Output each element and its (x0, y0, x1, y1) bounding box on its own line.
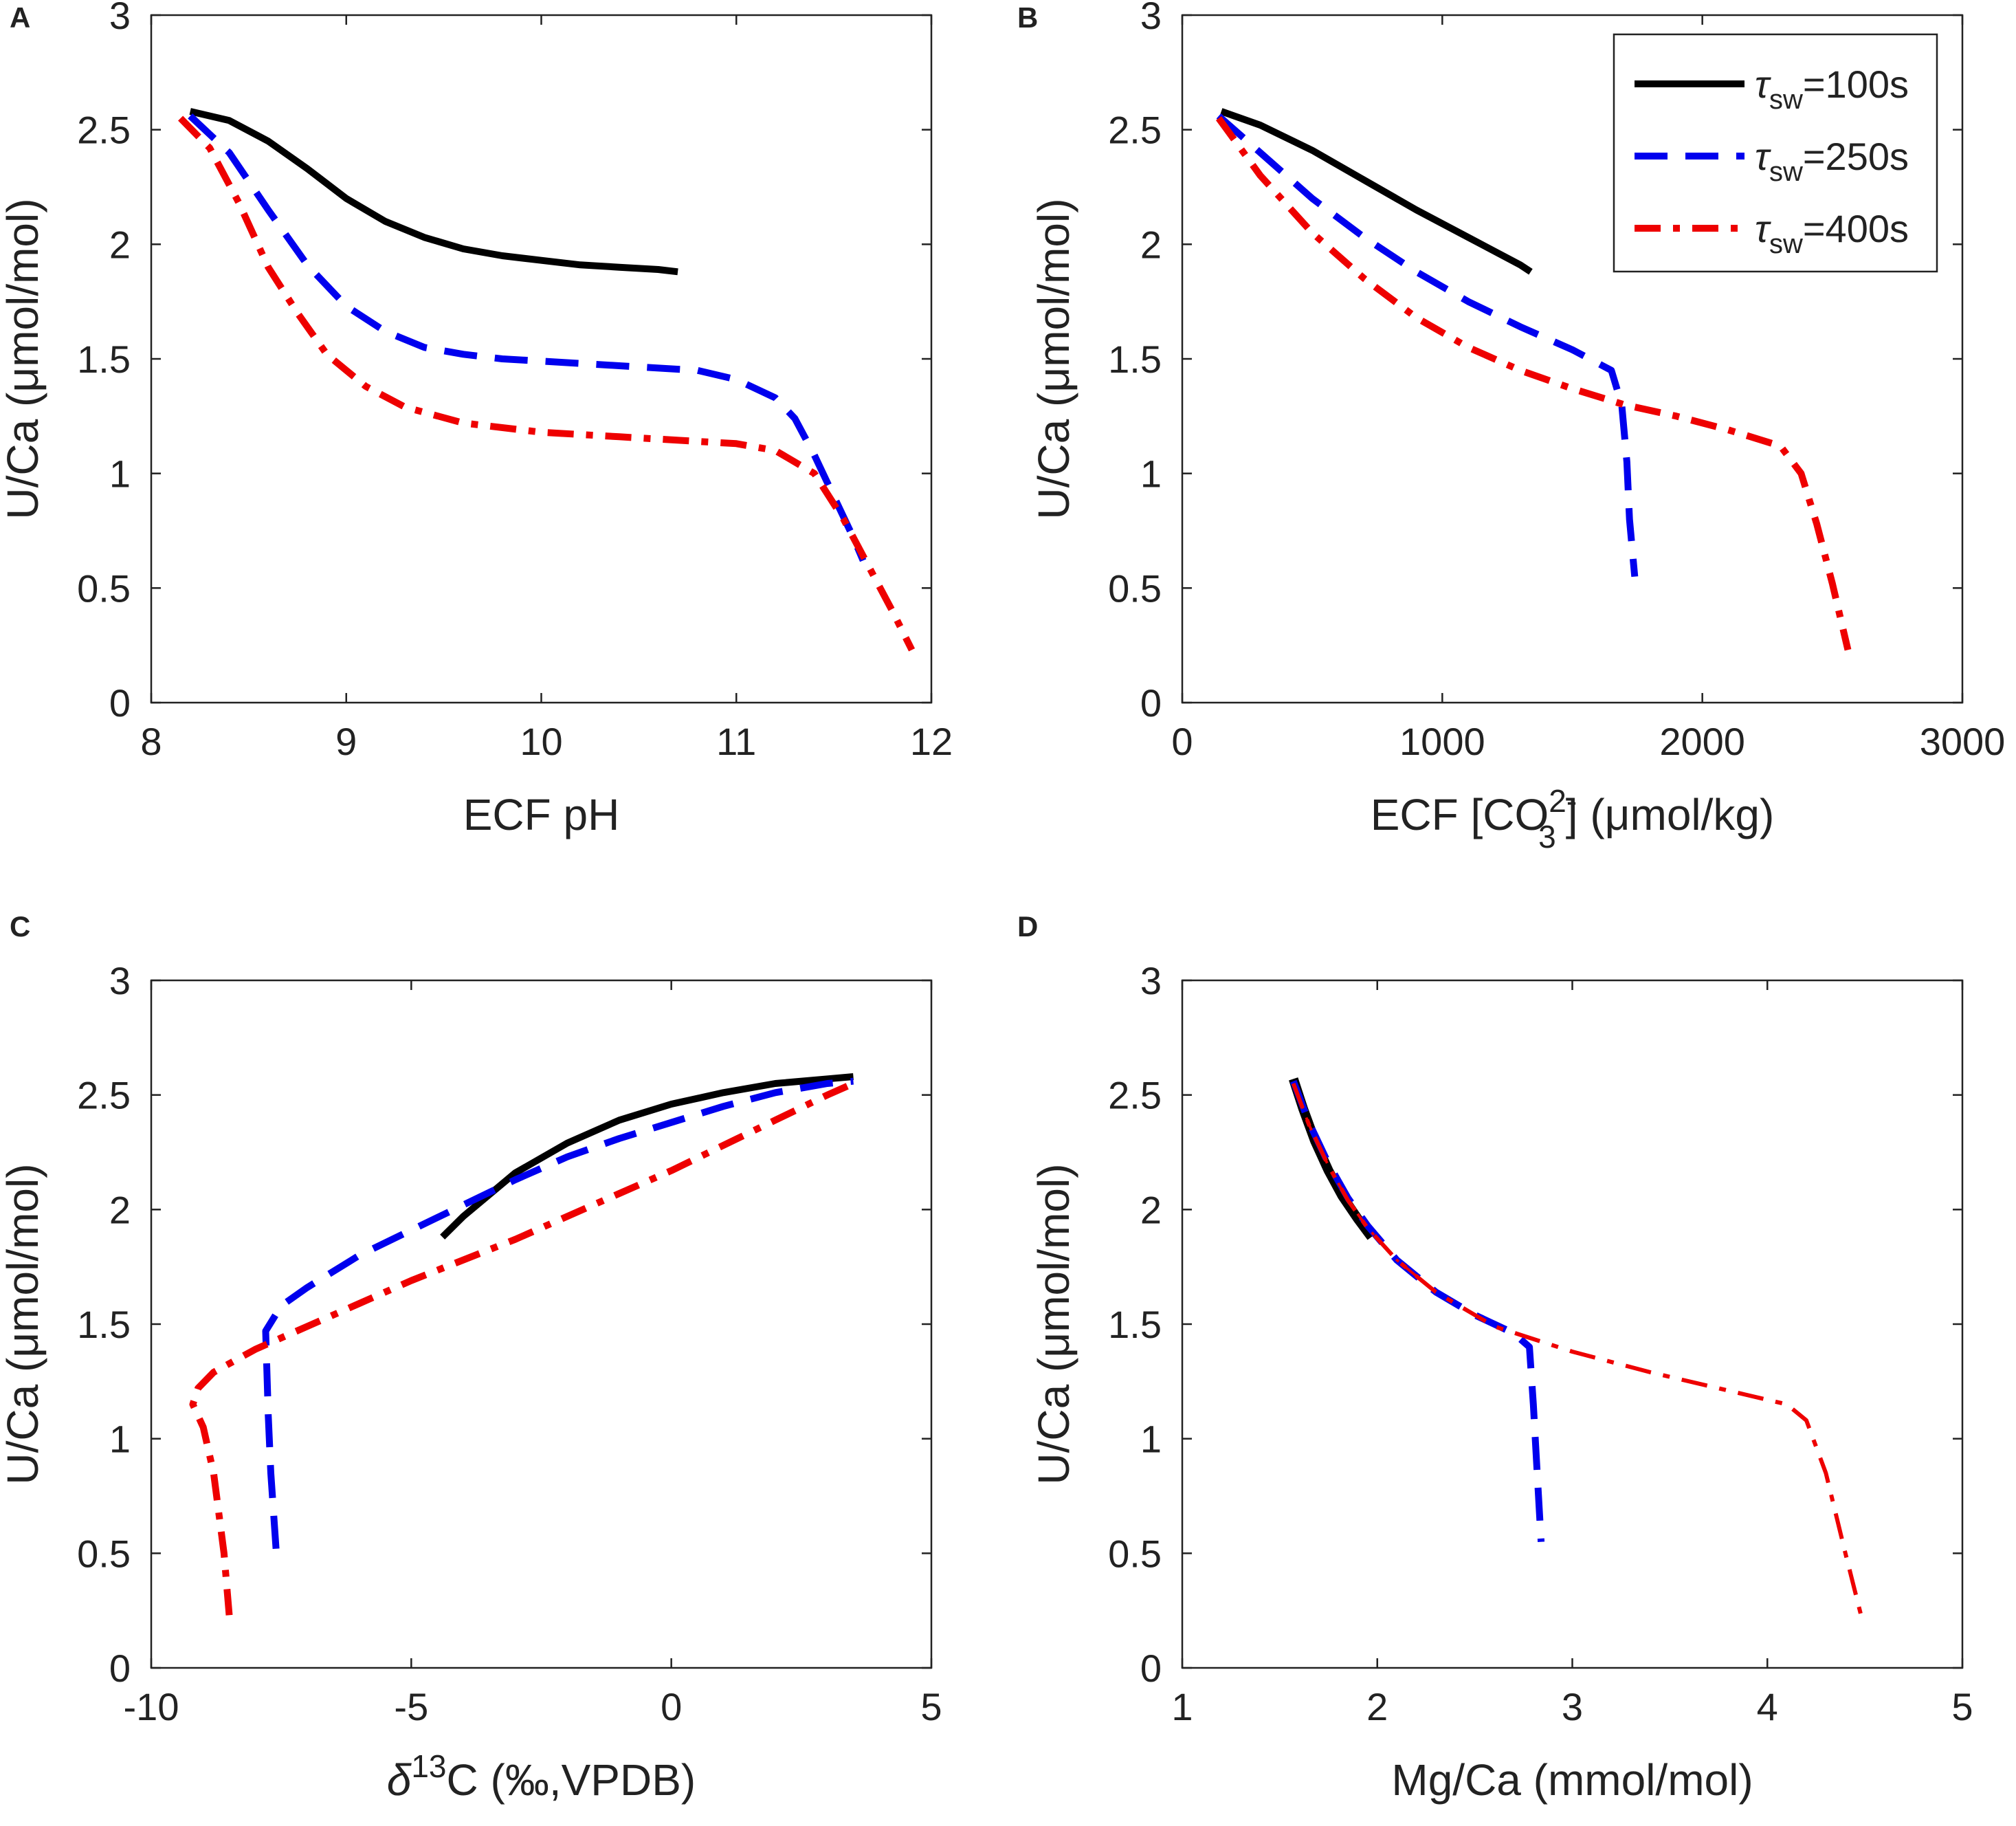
panel-label: D (1017, 910, 1038, 943)
y-tick-label: 2 (109, 223, 131, 266)
x-label-sub: 3 (1538, 819, 1556, 855)
series-line (1290, 1079, 1545, 1542)
series-line (188, 113, 867, 562)
legend-symbol: τ (1755, 207, 1771, 250)
y-tick-label: 3 (109, 0, 131, 37)
x-tick-label: 12 (910, 720, 953, 763)
y-tick-label: 2.5 (77, 109, 131, 152)
x-tick-label: 0 (1171, 720, 1193, 763)
legend-symbol: τ (1755, 135, 1771, 178)
y-tick-label: 3 (1140, 959, 1162, 1002)
x-axis-label: ECF pH (463, 790, 620, 839)
legend-label: τsw=400s (1755, 207, 1909, 259)
legend-box (1613, 33, 1938, 273)
y-tick-label: 0 (1140, 1647, 1162, 1690)
x-tick-label: 3 (1562, 1685, 1583, 1728)
y-tick-label: 0 (109, 681, 131, 725)
x-label-sup: 13 (411, 1748, 446, 1784)
x-tick-label: 9 (335, 720, 357, 763)
x-tick-label: 10 (520, 720, 562, 763)
legend-sub: sw (1769, 85, 1803, 115)
y-tick-label: 1.5 (77, 1303, 131, 1346)
x-tick-label: 8 (140, 720, 162, 763)
x-label-part: C (‰,VPDB) (447, 1755, 696, 1805)
y-tick-label: 0.5 (1108, 1532, 1162, 1575)
legend-sub: sw (1769, 157, 1803, 187)
x-tick-label: -10 (124, 1685, 179, 1728)
y-tick-label: 0.5 (77, 566, 131, 610)
x-tick-label: 2 (1366, 1685, 1388, 1728)
legend-suffix: =400s (1803, 207, 1909, 250)
x-tick-label: 5 (1951, 1685, 1973, 1728)
series-line (189, 1080, 855, 1616)
x-label-sup: 2- (1549, 783, 1577, 819)
x-label-delta: δ (387, 1755, 412, 1805)
y-tick-label: 1.5 (1108, 1303, 1162, 1346)
series-line (440, 1073, 854, 1240)
y-tick-label: 3 (109, 959, 131, 1002)
legend-label: τsw=250s (1755, 135, 1909, 187)
axes-box (150, 14, 933, 704)
x-label-part: ECF [CO (1371, 790, 1549, 839)
panel-label: C (10, 910, 30, 943)
y-axis-label: U/Ca (μmol/mol) (0, 1163, 47, 1484)
y-tick-label: 1 (109, 452, 131, 496)
series-line-overlay (1292, 1083, 1437, 1293)
x-tick-label: 2000 (1659, 720, 1745, 763)
series-line (189, 108, 678, 276)
y-axis-label: U/Ca (μmol/mol) (1029, 198, 1078, 519)
x-axis-label: ECF [CO2-3 ] (μmol/kg) (1371, 783, 1775, 855)
x-tick-label: 3000 (1920, 720, 2006, 763)
y-axis-label: U/Ca (μmol/mol) (0, 198, 47, 519)
legend-sub: sw (1769, 229, 1803, 259)
panel-label: B (1017, 1, 1038, 34)
series-line (178, 116, 916, 652)
series-line (1291, 1082, 1863, 1616)
y-tick-label: 1 (109, 1418, 131, 1461)
panel-b: B 0 1000 2000 3000 0 0.5 1 1.5 2 2.5 3 U/Ca (μmol/mo… (1017, 0, 2005, 855)
y-tick-label: 0 (1140, 681, 1162, 725)
y-tick-label: 2.5 (1108, 1074, 1162, 1117)
x-tick-label: 1000 (1399, 720, 1485, 763)
y-tick-label: 2.5 (77, 1074, 131, 1117)
x-label-part: ] (μmol/kg) (1566, 790, 1775, 839)
y-tick-label: 1.5 (77, 338, 131, 381)
y-tick-label: 0.5 (77, 1532, 131, 1575)
y-tick-label: 2 (1140, 223, 1162, 266)
panel-label: A (10, 1, 30, 34)
x-tick-label: 5 (920, 1685, 942, 1728)
y-tick-label: 2 (1140, 1188, 1162, 1231)
x-tick-label: 11 (716, 720, 756, 763)
panel-c: C -10 -5 0 5 0 0.5 1 1.5 2 2.5 3 U/Ca (μmol/mol) δ13C… (0, 910, 942, 1805)
x-axis-label: δ13C (‰,VPDB) (387, 1748, 696, 1805)
x-axis-label: Mg/Ca (mmol/mol) (1391, 1755, 1753, 1805)
legend-suffix: =250s (1803, 135, 1909, 178)
legend-suffix: =100s (1803, 63, 1909, 106)
y-axis-label: U/Ca (μmol/mol) (1029, 1163, 1078, 1484)
legend-symbol: τ (1755, 63, 1771, 106)
panel-d: D 1 2 3 4 5 0 0.5 1 1.5 2 2.5 3 U/Ca (μmol/mol) Mg/Ca … (1017, 910, 1973, 1805)
y-tick-label: 1 (1140, 1418, 1162, 1461)
x-tick-label: 4 (1757, 1685, 1778, 1728)
x-tick-label: 1 (1171, 1685, 1193, 1728)
y-tick-label: 2 (109, 1188, 131, 1231)
series-line (1216, 113, 1639, 578)
y-tick-label: 0 (109, 1647, 131, 1690)
legend-label: τsw=100s (1755, 63, 1909, 115)
x-tick-label: 0 (661, 1685, 682, 1728)
y-tick-label: 0.5 (1108, 566, 1162, 610)
y-tick-label: 1.5 (1108, 338, 1162, 381)
y-tick-label: 2.5 (1108, 109, 1162, 152)
x-tick-label: -5 (394, 1685, 428, 1728)
y-tick-label: 1 (1140, 452, 1162, 496)
series-line (1215, 116, 1852, 651)
y-tick-label: 3 (1140, 0, 1162, 37)
panel-a: A 8 9 10 11 12 0 0.5 1 1.5 2 2.5 3 U/Ca (μmol/mol) ECF… (0, 0, 953, 839)
series-line (1220, 108, 1533, 275)
